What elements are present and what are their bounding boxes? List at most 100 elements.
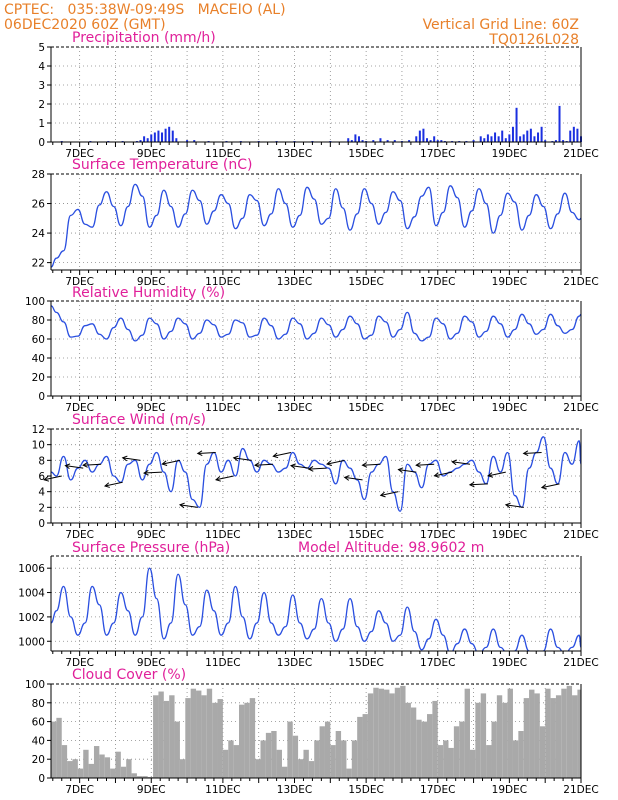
x-tick-label: 9DEC — [137, 402, 166, 414]
wind-arrow-head — [43, 476, 50, 482]
wind-arrow-head — [161, 460, 168, 466]
precip-bar — [497, 136, 500, 142]
y-tick-label: 80 — [32, 315, 45, 327]
x-tick-label: 15DEC — [348, 402, 383, 414]
precip-bar — [526, 130, 529, 142]
precip-bar — [554, 140, 557, 142]
wind-arrow — [523, 452, 542, 454]
precip-bar — [418, 130, 421, 142]
x-tick-label: 13DEC — [277, 276, 312, 288]
wind-arrow — [290, 465, 309, 469]
panel-4: 1000 1002 1004 1006 7DEC 9DEC 11DEC 13DEC 15DEC 1… — [18, 555, 599, 669]
x-tick-label: 13DEC — [277, 784, 312, 796]
cloud-bar — [298, 759, 304, 778]
y-tick-label: 80 — [32, 698, 45, 710]
cloud-bar — [88, 763, 94, 778]
wind-arrow-head — [103, 482, 110, 488]
cloud-bar — [464, 688, 470, 778]
cloud-bar — [51, 721, 57, 778]
cloud-bar — [308, 761, 315, 778]
cloud-bar — [362, 714, 368, 778]
cloud-bar — [545, 688, 551, 778]
wind-arrow — [326, 459, 345, 465]
precip-bar — [562, 140, 565, 142]
cloud-bar — [330, 745, 336, 778]
wind-arrow — [179, 504, 198, 508]
precip-bar — [354, 134, 357, 142]
y-tick-label: 1002 — [18, 612, 45, 624]
cloud-bar — [110, 768, 116, 778]
cloud-bar — [77, 768, 84, 778]
cloud-bar — [469, 749, 476, 778]
cloud-bar — [341, 740, 347, 778]
precip-bar — [558, 105, 561, 142]
wind-arrow — [197, 452, 216, 454]
wind-arrow-head — [487, 472, 494, 478]
cloud-bar — [389, 693, 395, 778]
x-tick-label: 11DEC — [205, 784, 240, 796]
cloud-bar — [427, 714, 433, 778]
wind-arrow-head — [415, 462, 421, 468]
x-tick-label: 17DEC — [420, 784, 455, 796]
cloud-bar — [529, 689, 535, 778]
model-altitude: Model Altitude: 98.9602 m — [298, 540, 484, 556]
cloud-bar — [351, 740, 358, 778]
precip-bar — [372, 140, 375, 142]
panel-1: 22 24 26 28 7DEC 9DEC 11DEC 13DEC 15DEC 17DEC 19DE… — [32, 169, 599, 288]
wind-arrow — [434, 471, 453, 477]
y-tick-label: 1000 — [18, 636, 45, 648]
y-tick-label: 12 — [32, 424, 45, 436]
x-tick-label: 17DEC — [420, 148, 455, 160]
precip-bar — [504, 138, 507, 142]
x-tick-label: 11DEC — [205, 657, 240, 669]
wind-arrow-head — [121, 455, 128, 462]
precip-bar — [576, 128, 579, 142]
cloud-bar — [185, 698, 191, 778]
cloud-bar — [196, 690, 202, 778]
x-tick-label: 21DEC — [563, 529, 598, 541]
precip-bar — [422, 128, 425, 142]
panel-0: 0 1 2 3 4 5 7DEC 9DEC 11DEC 13DEC 15DEC 17DEC 19DEC 2… — [38, 42, 598, 160]
precip-bar — [440, 140, 443, 142]
cloud-bar — [394, 687, 401, 778]
wind-arrow-head — [326, 460, 332, 466]
wind-arrow — [398, 469, 417, 473]
cloud-bar — [163, 700, 170, 778]
x-tick-label: 21DEC — [563, 276, 598, 288]
wind-arrow-head — [254, 462, 260, 468]
cloud-bar — [324, 721, 331, 778]
precip-bar — [501, 130, 504, 142]
y-tick-label: 24 — [32, 228, 46, 240]
cloud-bar — [448, 747, 454, 778]
cloud-bar — [534, 693, 540, 778]
y-tick-label: 1006 — [18, 563, 45, 575]
x-tick-label: 13DEC — [277, 657, 312, 669]
precip-bar — [483, 138, 486, 142]
precip-bar — [433, 136, 436, 142]
series-line — [51, 305, 581, 342]
cloud-bar — [566, 685, 573, 778]
wind-arrow — [44, 475, 62, 481]
y-tick-label: 4 — [38, 61, 45, 73]
x-tick-label: 13DEC — [277, 148, 312, 160]
cloud-bar — [292, 735, 299, 778]
x-tick-label: 15DEC — [348, 784, 383, 796]
y-tick-label: 20 — [32, 754, 45, 766]
precip-bar — [522, 134, 525, 142]
x-tick-label: 7DEC — [65, 402, 94, 414]
panel-5: 0 20 40 60 80 100 7DEC 9DEC 11DEC 13DEC 15DEC 17DEC… — [25, 679, 599, 796]
cloud-bar — [260, 740, 266, 778]
cloud-bar — [550, 698, 556, 778]
cloud-bar — [502, 702, 508, 778]
y-tick-label: 10 — [32, 440, 45, 452]
x-tick-label: 19DEC — [492, 402, 527, 414]
precip-bar — [486, 134, 489, 142]
x-tick-label: 15DEC — [348, 529, 383, 541]
y-tick-label: 5 — [38, 42, 45, 54]
series-line — [51, 183, 581, 268]
wind-arrow-head — [397, 467, 404, 473]
cloud-bar — [120, 766, 127, 778]
precip-bar — [429, 140, 432, 142]
precip-bar — [150, 134, 153, 142]
